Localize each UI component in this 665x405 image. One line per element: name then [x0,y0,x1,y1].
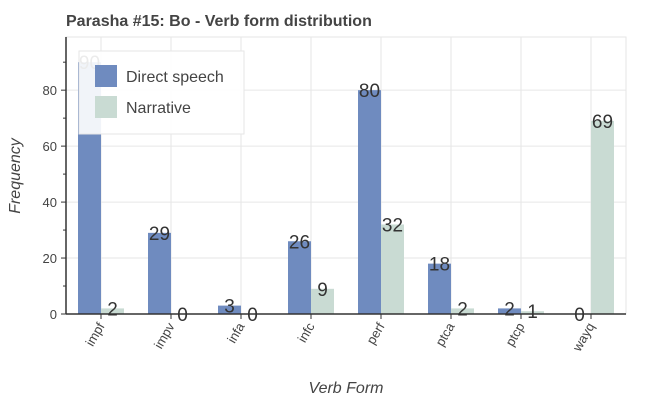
y-tick-label: 60 [43,139,57,154]
data-label: 3 [224,297,235,318]
data-label: 0 [247,305,258,326]
data-label: 18 [429,255,450,276]
y-axis-label: Frequency [7,137,24,214]
bar-1-ptcp [521,311,544,314]
y-tick-label: 20 [43,251,57,266]
data-label: 32 [382,215,403,236]
data-label: 29 [149,224,170,245]
bar-1-perf [381,224,404,314]
x-tick-label: perf [363,320,387,347]
bar-1-infc [311,288,334,314]
x-tick-label: impf [82,320,107,349]
y-tick-label: 0 [50,307,57,322]
y-tick-label: 80 [43,83,57,98]
data-label: 2 [504,299,515,320]
data-label: 2 [107,299,118,320]
bar-0-ptca [428,263,451,314]
bar-0-infa [218,305,241,314]
legend: Direct speech Narrative [78,50,245,135]
data-label: 0 [177,305,188,326]
x-tick-label: infa [224,319,248,345]
y-tick-label: 40 [43,195,57,210]
bar-0-ptcp [498,308,521,314]
data-label: 0 [574,305,585,326]
data-label: 69 [592,112,613,133]
x-tick-label: ptcp [502,320,527,349]
bar-1-impf [101,308,124,314]
bar-1-wayq [591,120,614,314]
data-label: 1 [527,302,538,323]
bar-0-impv [148,232,171,314]
data-label: 80 [359,81,380,102]
data-labels: 90293268018202009322169 [79,53,613,326]
legend-box [78,50,245,135]
legend-swatch [95,96,117,118]
bar-0-perf [358,90,381,314]
bar-0-infc [288,241,311,314]
x-tick-label: impv [151,320,178,352]
x-tick-label: ptca [432,319,458,348]
legend-swatch [95,65,117,87]
bar-1-ptca [451,308,474,314]
x-tick-label: infc [294,320,317,345]
data-label: 26 [289,232,310,253]
data-label: 2 [457,299,468,320]
data-label: 9 [317,280,328,301]
legend-label: Narrative [126,100,191,117]
legend-label: Direct speech [126,69,224,86]
x-axis-label: Verb Form [309,380,384,397]
chart-title: Parasha #15: Bo - Verb form distribution [66,13,372,30]
